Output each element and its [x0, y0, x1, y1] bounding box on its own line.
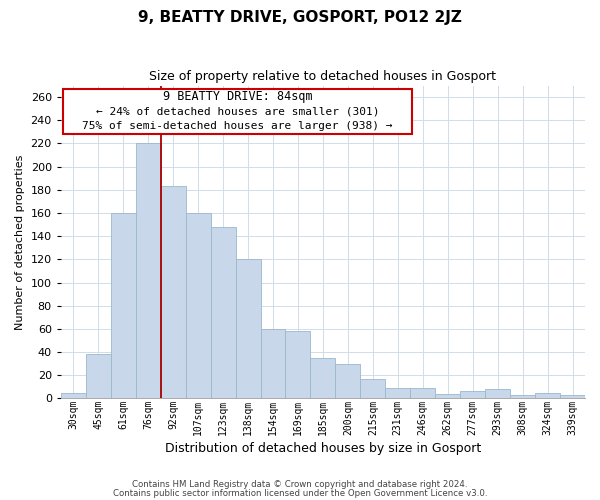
Text: 75% of semi-detached houses are larger (938) →: 75% of semi-detached houses are larger (…	[82, 121, 393, 131]
Bar	[560, 395, 585, 398]
Bar	[385, 388, 410, 398]
Text: Contains public sector information licensed under the Open Government Licence v3: Contains public sector information licen…	[113, 488, 487, 498]
X-axis label: Distribution of detached houses by size in Gosport: Distribution of detached houses by size …	[165, 442, 481, 455]
Bar	[310, 358, 335, 399]
Y-axis label: Number of detached properties: Number of detached properties	[15, 154, 25, 330]
Bar	[211, 227, 236, 398]
Title: Size of property relative to detached houses in Gosport: Size of property relative to detached ho…	[149, 70, 496, 83]
Bar	[136, 144, 161, 398]
Bar	[510, 395, 535, 398]
Bar	[161, 186, 185, 398]
Bar	[435, 394, 460, 398]
Bar	[485, 389, 510, 398]
Bar	[535, 392, 560, 398]
FancyBboxPatch shape	[64, 88, 412, 134]
Bar	[286, 331, 310, 398]
Bar	[335, 364, 361, 398]
Bar	[260, 329, 286, 398]
Bar	[410, 388, 435, 398]
Text: 9, BEATTY DRIVE, GOSPORT, PO12 2JZ: 9, BEATTY DRIVE, GOSPORT, PO12 2JZ	[138, 10, 462, 25]
Text: Contains HM Land Registry data © Crown copyright and database right 2024.: Contains HM Land Registry data © Crown c…	[132, 480, 468, 489]
Text: 9 BEATTY DRIVE: 84sqm: 9 BEATTY DRIVE: 84sqm	[163, 90, 313, 104]
Bar	[86, 354, 111, 399]
Bar	[185, 213, 211, 398]
Text: ← 24% of detached houses are smaller (301): ← 24% of detached houses are smaller (30…	[96, 106, 379, 117]
Bar	[361, 378, 385, 398]
Bar	[460, 392, 485, 398]
Bar	[236, 260, 260, 398]
Bar	[111, 213, 136, 398]
Bar	[61, 392, 86, 398]
